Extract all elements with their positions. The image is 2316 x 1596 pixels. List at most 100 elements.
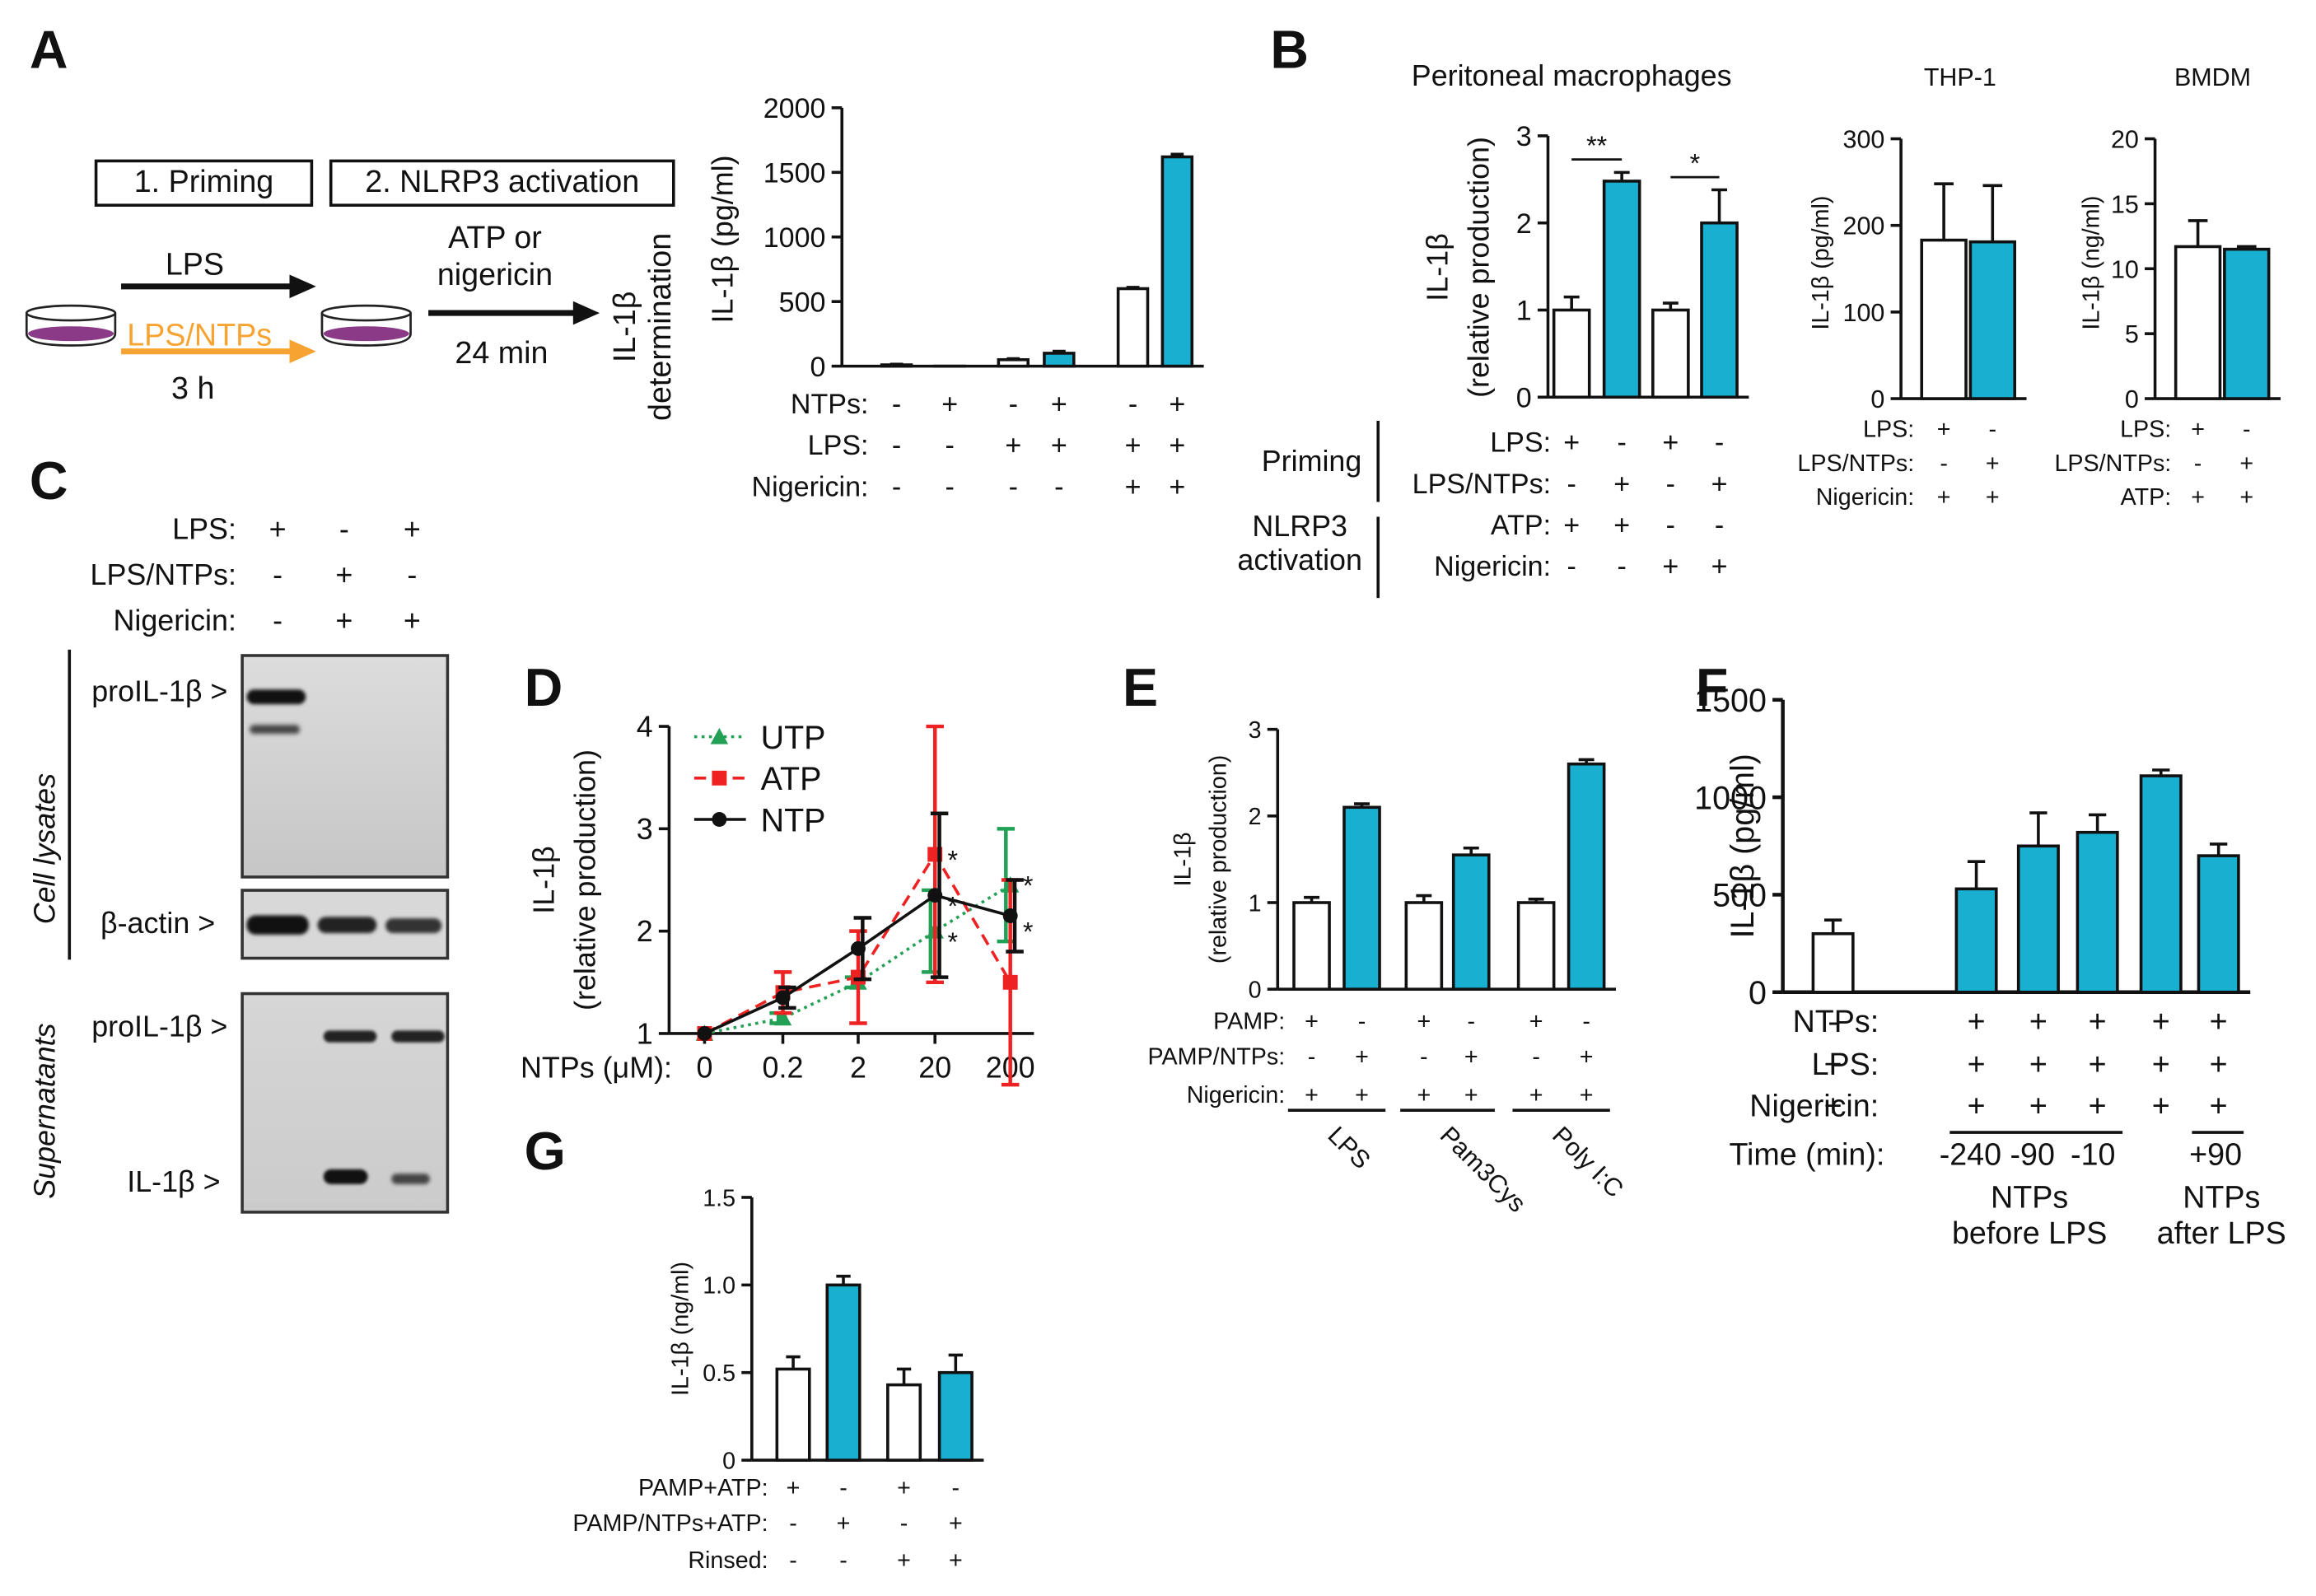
time-value: -90 [2010, 1137, 2055, 1172]
blot-condition-sign: + [335, 605, 353, 638]
condition-sign: + [2191, 417, 2205, 443]
condition-sign: + [1563, 427, 1580, 459]
bar [1920, 238, 1968, 400]
condition-sign: + [2089, 1088, 2107, 1122]
y-tick-label: 4 [637, 711, 653, 744]
condition-sign: + [1355, 1082, 1369, 1108]
condition-sign: + [1355, 1044, 1369, 1071]
bar [1160, 155, 1194, 368]
bar [1451, 853, 1491, 991]
nlrp3-activation-box: 2. NLRP3 activation [329, 159, 675, 207]
condition-sign: + [2089, 1047, 2107, 1081]
bar [1116, 287, 1150, 368]
condition-row-label: LPS/NTPs: [1412, 469, 1551, 500]
condition-sign: + [1125, 471, 1142, 502]
condition-sign: - [892, 471, 901, 502]
panel-label-f: F [1695, 656, 1729, 718]
x-tick-label: 0 [696, 1052, 712, 1085]
condition-sign: - [1567, 469, 1576, 500]
blot-condition-sign: - [407, 559, 418, 592]
condition-row-label: NTPs: [1793, 1004, 1879, 1038]
significance-marker: ** [1586, 131, 1608, 161]
bar [1516, 901, 1556, 991]
condition-sign: - [1940, 450, 1948, 477]
y-tick-label: 300 [1843, 125, 1885, 153]
condition-sign: + [1169, 471, 1185, 502]
condition-sign: + [1305, 1082, 1319, 1108]
condition-sign: + [949, 1510, 963, 1537]
condition-sign: + [1580, 1082, 1594, 1108]
panel-label-d: D [524, 656, 563, 718]
condition-sign: + [2210, 1047, 2228, 1081]
bar [2076, 830, 2119, 994]
y-tick-label: 1500 [763, 158, 826, 189]
condition-sign: + [2029, 1088, 2048, 1122]
data-point [775, 990, 791, 1006]
blot-actin-lysate [240, 889, 450, 960]
significance-marker: * [1690, 149, 1701, 179]
condition-sign: + [1968, 1004, 1986, 1038]
condition-row-label: NTPs: [791, 389, 869, 420]
condition-sign: - [1009, 471, 1018, 502]
bar [997, 357, 1030, 368]
condition-sign: + [2239, 484, 2253, 511]
condition-sign: + [1824, 1047, 1842, 1081]
condition-sign: + [1613, 469, 1630, 500]
legend-label: UTP [761, 720, 826, 756]
condition-sign: - [1467, 1009, 1475, 1035]
y-tick-label: 500 [1712, 878, 1767, 914]
y-tick-label: 1 [1516, 296, 1532, 327]
blot-condition-sign: + [403, 513, 421, 547]
bar [1651, 308, 1690, 399]
condition-sign: + [897, 1547, 911, 1574]
panel-label-a: A [29, 19, 68, 80]
lps-ntps-arrow-label: LPS/NTPs [127, 319, 273, 353]
activator-label: ATP or nigericin [437, 221, 553, 293]
group-label: Pam3Cys [1435, 1121, 1531, 1217]
data-point [773, 1009, 792, 1026]
condition-sign: + [1417, 1082, 1431, 1108]
priming-box: 1. Priming [94, 159, 314, 207]
legend-marker [712, 812, 727, 827]
group-label: LPS [1323, 1121, 1376, 1174]
condition-row-label: ATP: [1491, 510, 1551, 541]
condition-sign: + [941, 389, 958, 420]
condition-sign: + [1051, 430, 1067, 461]
data-point [1002, 974, 1018, 990]
y-tick-label: 0 [722, 1448, 735, 1474]
bar [1968, 240, 2016, 400]
condition-row-label: PAMP: [1213, 1009, 1285, 1035]
blot-condition-sign: + [403, 605, 421, 638]
y-tick-label: 1 [637, 1018, 653, 1051]
bar [1700, 221, 1739, 399]
condition-sign: - [892, 430, 901, 461]
condition-sign: + [1613, 510, 1630, 541]
group-label: Priming [1262, 445, 1362, 478]
condition-sign: - [1009, 389, 1018, 420]
condition-sign: + [2152, 1004, 2170, 1038]
legend-label: NTP [761, 802, 826, 838]
bar [1602, 180, 1641, 399]
time-value: +90 [2189, 1137, 2242, 1172]
condition-row-label: LPS: [808, 430, 869, 461]
legend-label: ATP [761, 761, 822, 797]
time-value: -10 [2071, 1137, 2115, 1172]
bar [2016, 844, 2060, 994]
condition-sign: + [787, 1475, 801, 1501]
condition-sign: - [900, 1510, 908, 1537]
bar [1404, 901, 1444, 991]
lysates-bracket [68, 649, 72, 960]
condition-sign: - [1666, 510, 1675, 541]
y-tick-label: 200 [1843, 212, 1885, 240]
y-tick-label: 3 [1516, 121, 1532, 152]
lps-arrow-icon [121, 274, 316, 299]
data-point [697, 1025, 712, 1041]
condition-sign: - [1308, 1044, 1316, 1071]
x-tick-label: 20 [918, 1052, 951, 1085]
data-point [850, 940, 866, 956]
condition-row-label: Rinsed: [688, 1547, 768, 1574]
condition-sign: + [1529, 1009, 1543, 1035]
bar [1552, 308, 1591, 399]
y-axis-label: IL-1β [528, 846, 561, 913]
